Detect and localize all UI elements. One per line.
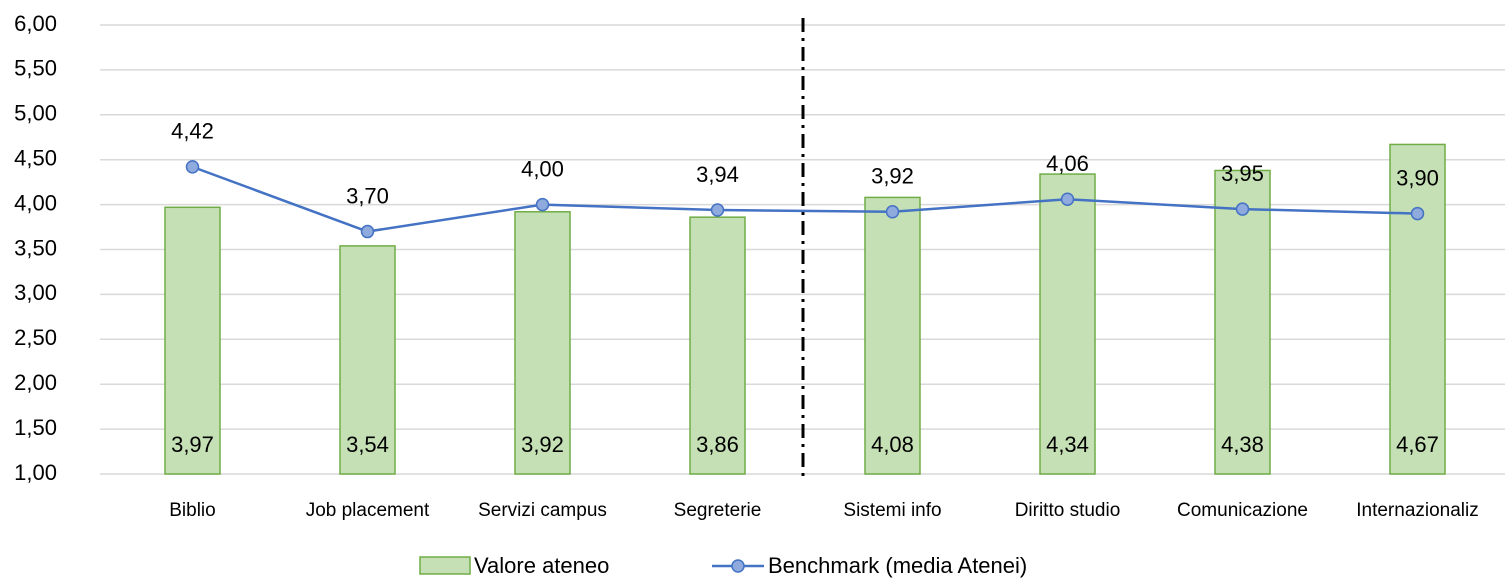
legend-label: Benchmark (media Atenei) xyxy=(768,553,1027,578)
legend: Valore ateneo Benchmark (media Atenei) xyxy=(419,553,1027,578)
x-tick-label: Sistemi info xyxy=(843,500,941,521)
y-tick-label: 3,50 xyxy=(14,235,57,260)
bar-value-label: 4,08 xyxy=(871,432,914,457)
line-value-label: 4,00 xyxy=(521,156,564,181)
line-value-label: 4,06 xyxy=(1046,151,1089,176)
marker xyxy=(885,205,900,219)
bar-value-label: 3,97 xyxy=(171,432,214,457)
bar xyxy=(514,211,571,475)
x-tick-label: Internazionaliz xyxy=(1356,500,1479,521)
legend-marker xyxy=(731,559,745,573)
marker xyxy=(1060,192,1075,206)
y-tick-label: 4,50 xyxy=(14,146,57,171)
bar-value-label: 4,38 xyxy=(1221,432,1264,457)
legend-label: Valore ateneo xyxy=(474,553,609,578)
y-tick-label: 5,50 xyxy=(14,56,57,81)
bar xyxy=(1214,169,1271,475)
bar-value-label: 3,86 xyxy=(696,432,739,457)
bar xyxy=(864,196,921,475)
bar xyxy=(164,206,221,475)
line-value-label: 3,95 xyxy=(1221,161,1264,186)
line-value-label: 4,42 xyxy=(171,119,214,144)
line-value-label: 3,70 xyxy=(346,183,389,208)
y-tick-label: 2,00 xyxy=(14,370,57,395)
x-tick-label: Servizi campus xyxy=(478,500,607,521)
x-tick-label: Biblio xyxy=(169,500,215,521)
y-tick-label: 3,00 xyxy=(14,280,57,305)
marker xyxy=(1410,206,1425,221)
bar xyxy=(339,245,396,475)
bar-value-label: 4,67 xyxy=(1396,432,1439,457)
bar-value-label: 3,54 xyxy=(346,432,389,457)
marker xyxy=(535,197,550,212)
line-value-label: 3,90 xyxy=(1396,165,1439,190)
line-value-label: 3,94 xyxy=(696,162,739,187)
bar xyxy=(1389,143,1446,475)
marker xyxy=(185,160,200,174)
x-tick-label: Comunicazione xyxy=(1177,500,1308,521)
bar-value-label: 4,34 xyxy=(1046,432,1089,457)
x-tick-label: Segreterie xyxy=(674,500,762,521)
y-tick-label: 2,50 xyxy=(14,325,57,350)
y-tick-label: 1,00 xyxy=(14,460,57,485)
y-tick-label: 4,00 xyxy=(14,190,57,215)
marker xyxy=(710,203,725,217)
bar xyxy=(1039,173,1096,475)
y-tick-label: 1,50 xyxy=(14,415,57,440)
bar xyxy=(689,216,746,475)
x-tick-label: Diritto studio xyxy=(1015,500,1121,521)
line xyxy=(192,165,1418,233)
marker xyxy=(1235,202,1250,216)
line-value-label: 3,92 xyxy=(871,164,914,189)
y-tick-label: 5,00 xyxy=(14,101,57,126)
x-tick-label: Job placement xyxy=(306,500,430,521)
bar-value-label: 3,92 xyxy=(521,432,564,457)
marker xyxy=(360,224,375,239)
legend-swatch xyxy=(419,556,471,575)
y-tick-label: 6,00 xyxy=(14,11,57,36)
